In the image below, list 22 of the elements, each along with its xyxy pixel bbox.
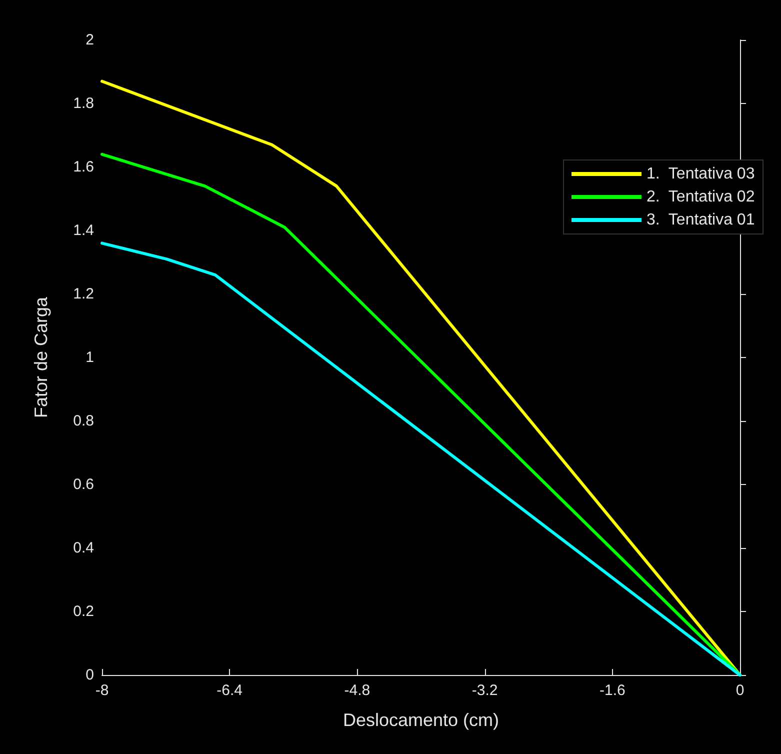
x-tick-label: -8 bbox=[95, 682, 109, 699]
y-tick-label: 0 bbox=[86, 666, 94, 684]
y-tick-label: 0.6 bbox=[73, 476, 94, 493]
legend-label: 3. Tentativa 01 bbox=[646, 212, 755, 228]
legend-label: 1. Tentativa 03 bbox=[646, 166, 755, 182]
y-axis-title: Fator de Carga bbox=[31, 296, 51, 418]
legend-label: 2. Tentativa 02 bbox=[646, 188, 755, 206]
x-tick-label: 0 bbox=[736, 682, 744, 699]
y-tick-label: 1.2 bbox=[73, 286, 94, 302]
y-tick-label: 0.2 bbox=[73, 603, 94, 620]
y-tick-label: 1.4 bbox=[73, 222, 94, 239]
y-tick-label: 1 bbox=[86, 349, 94, 366]
y-tick-label: 1.6 bbox=[73, 158, 94, 176]
y-tick-label: 2 bbox=[86, 32, 94, 48]
x-tick-label: -6.4 bbox=[216, 682, 243, 699]
x-axis-title: Deslocamento (cm) bbox=[342, 710, 500, 730]
y-tick-label: 0.8 bbox=[73, 412, 94, 430]
y-tick-label: 1.8 bbox=[73, 95, 94, 112]
x-tick-label: -4.8 bbox=[344, 682, 370, 699]
y-tick-label: 0.4 bbox=[73, 540, 94, 556]
x-tick-label: -3.2 bbox=[472, 682, 498, 699]
x-tick-label: -1.6 bbox=[599, 682, 626, 699]
